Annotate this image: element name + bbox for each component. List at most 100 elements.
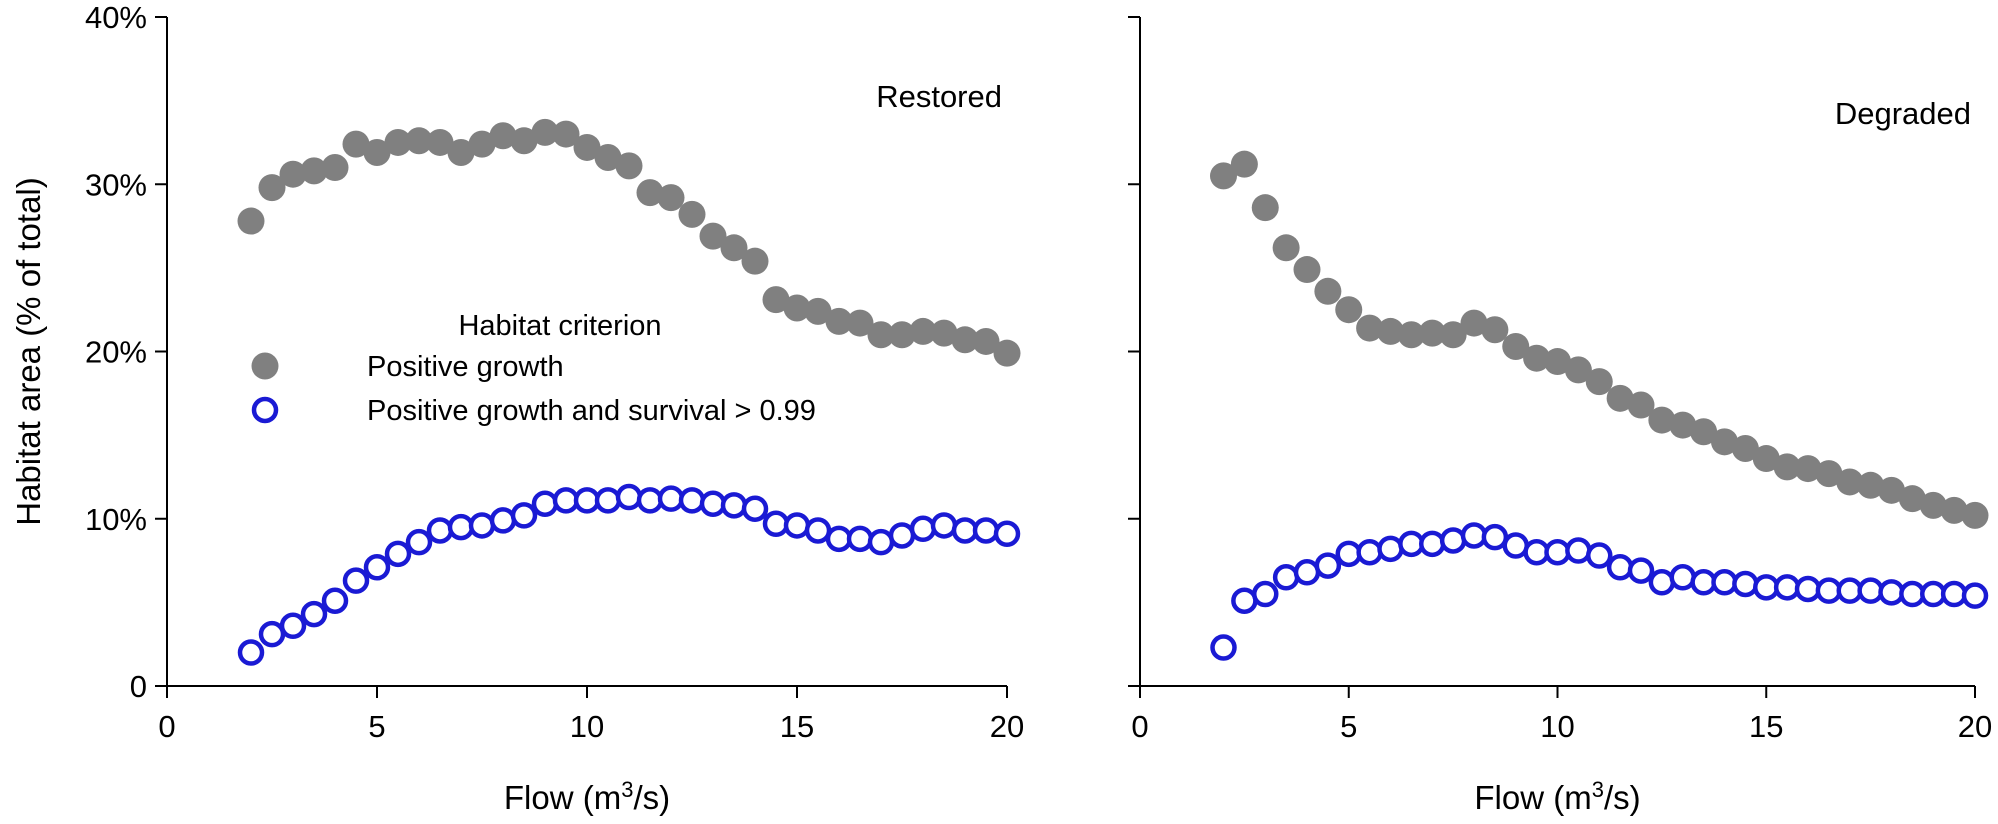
panel-1-growth-point (342, 130, 370, 158)
panel-2-growth-point (1544, 348, 1571, 376)
panel-2-growth-point (1836, 468, 1864, 496)
panel-1-survival-point (321, 587, 349, 614)
panel-1-survival-point (804, 517, 832, 544)
panel-2-growth-point (1356, 314, 1384, 342)
panel-2-growth-point (1773, 453, 1801, 481)
panel-2-survival-point (1272, 564, 1300, 591)
panel-1-growth-point (825, 307, 853, 335)
legend-marker-survival (251, 396, 279, 424)
panel-1-growth-point (951, 326, 979, 354)
panel-2-growth-point (1857, 471, 1885, 499)
panel-1-survival-point (510, 502, 538, 529)
panel-2-x-tick-label: 10 (1540, 709, 1574, 744)
panel-1-survival-point (699, 490, 727, 517)
panel-1-survival-point (720, 492, 748, 519)
panel-1-growth-point (783, 294, 811, 322)
panel-1-growth-point (699, 222, 727, 250)
panel-1-growth-point (426, 128, 454, 156)
panel-1-survival-point (258, 620, 286, 648)
panel-2-survival-point (1794, 575, 1822, 603)
panel-2-growth-point (1502, 332, 1530, 360)
legend-entry-2: Positive growth and survival > 0.99 (367, 395, 816, 427)
panel-2-x-tick-label: 20 (1958, 709, 1992, 744)
panel-2-growth-point (1606, 384, 1634, 412)
panel-1-growth-point (909, 317, 937, 345)
panel-2-x-tick-label: 0 (1131, 709, 1148, 744)
panel-2-growth-point (1272, 234, 1300, 262)
panel-1-growth-point (888, 321, 916, 349)
panel-1-survival-point (972, 517, 1000, 544)
panel-1-survival-point (300, 600, 328, 628)
panel-2-survival-point (1627, 557, 1655, 584)
panel-1-x-tick-label: 5 (368, 709, 385, 744)
panel-2-survival-point (1252, 580, 1279, 608)
panel-1-growth-point (279, 160, 307, 188)
panel-2-growth-point (1439, 321, 1467, 349)
panel-1-survival-point (888, 522, 916, 549)
panel-2-growth-point (1794, 455, 1822, 483)
panel-2-survival-point (1314, 552, 1342, 579)
panel-1-y-tick-label: 10% (85, 502, 147, 537)
panel-2-survival-point (1460, 522, 1488, 549)
panel-1-growth-point (972, 327, 1000, 355)
panel-1-survival-point (951, 517, 979, 544)
panel-1-survival-point (762, 510, 790, 538)
panel-2-growth-point (1251, 194, 1279, 222)
panel-1-growth-point (447, 138, 475, 166)
panel-2-survival-point (1961, 582, 1989, 609)
panel-2-survival-point (1544, 538, 1571, 566)
panel-2-growth-point (1815, 460, 1843, 488)
panel-1-survival-point (363, 554, 391, 581)
panel-1-survival-point (846, 525, 874, 553)
panel-1-survival-point (405, 528, 433, 556)
panel-1-growth-point (762, 286, 790, 314)
legend-entry-1: Positive growth (367, 351, 564, 383)
panel-2-x-tick-label: 15 (1749, 709, 1783, 744)
panel-1-y-tick-label: 30% (85, 167, 147, 202)
panel-1-y-tick-label: 0 (130, 669, 147, 704)
panel-1-growth-point (573, 133, 601, 161)
panel-1-survival-point (783, 512, 811, 539)
panel-1-survival-point (573, 487, 601, 514)
panel-2-survival-point (1210, 634, 1237, 661)
panel-1-growth-point (384, 128, 412, 156)
panel-1-survival-point (552, 487, 580, 514)
panel-2-growth-point (1627, 391, 1655, 419)
panel-1-survival-point (636, 487, 664, 514)
panel-2-survival-point (1732, 570, 1759, 598)
panel-2-survival-point (1419, 530, 1446, 558)
panel-1-growth-point (741, 247, 769, 275)
panel-2-x-tick-label: 5 (1340, 709, 1357, 744)
panel-2-survival-point (1940, 580, 1968, 608)
panel-2-growth-point (1335, 296, 1363, 324)
panel-2-growth-point (1940, 496, 1968, 524)
panel-2-growth-point (1898, 485, 1926, 513)
panel-2-growth-point (1961, 501, 1989, 529)
panel-1-survival-point (993, 520, 1021, 548)
panel-1-x-tick-label: 10 (570, 709, 604, 744)
panel-1-growth-point (363, 138, 391, 166)
panel-2-survival-point (1857, 577, 1884, 604)
panel-1-growth-point (321, 154, 349, 182)
panel-1-growth-point (552, 120, 580, 148)
panel-2-growth-point (1481, 316, 1509, 344)
panel-2-survival-point (1586, 542, 1613, 569)
panel-1-survival-point (237, 639, 265, 666)
panel-1-y-tick-label: 20% (85, 335, 147, 370)
panel-1-survival-point (867, 528, 895, 556)
panel-2-survival-point (1773, 574, 1801, 601)
panel-2-growth-point (1731, 435, 1759, 463)
panel-1-growth-point (720, 234, 748, 262)
panel-2-survival-point (1565, 537, 1592, 564)
panel-1-growth-point (531, 118, 559, 146)
panel-1-survival-point (909, 515, 937, 543)
panel-2-growth-point (1210, 162, 1237, 190)
panel-2-growth-point (1230, 150, 1258, 178)
panel-2-survival-point (1669, 564, 1696, 591)
panel-2-growth-point (1648, 406, 1676, 434)
panel-2-survival-point (1648, 569, 1676, 596)
panel-1-y-tick-label: 40% (85, 0, 147, 35)
panel-2-survival-point (1356, 538, 1383, 566)
